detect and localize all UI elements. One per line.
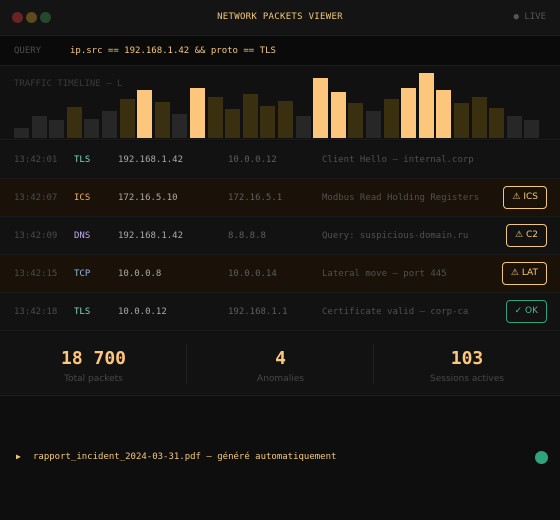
timeline-bar[interactable] — [366, 111, 381, 138]
packet-protocol: TLS — [74, 155, 91, 165]
stat-label: Sessions actives — [430, 374, 504, 384]
query-input[interactable] — [70, 42, 540, 60]
stat-label: Total packets — [64, 374, 123, 384]
alert-badge[interactable]: ⚠ C2 — [506, 224, 547, 247]
timeline-bar[interactable] — [119, 99, 135, 138]
timeline-bar[interactable] — [31, 116, 47, 138]
packet-destination: 10.0.0.14 — [228, 269, 277, 279]
timeline-bar[interactable] — [190, 88, 205, 138]
live-indicator: ● LIVE — [513, 12, 546, 22]
report-footer: ▶ rapport_incident_2024-03-31.pdf — géné… — [0, 440, 560, 474]
timeline-bar[interactable] — [348, 103, 364, 138]
timeline-bar[interactable] — [278, 101, 293, 138]
packet-time: 13:42:18 — [14, 307, 58, 317]
timeline-bar[interactable] — [383, 99, 399, 138]
query-bar: QUERY — [0, 36, 560, 66]
timeline-bar[interactable] — [260, 106, 276, 138]
packet-row[interactable]: 13:42:18 TLS 10.0.0.12 192.168.1.1 Certifica… — [0, 293, 560, 331]
timeline-bar[interactable] — [154, 102, 170, 138]
timeline-bar[interactable] — [401, 88, 417, 138]
timeline-bar[interactable] — [102, 111, 117, 138]
packet-row[interactable]: 13:42:15 TCP 10.0.0.8 10.0.0.14 Lateral move… — [0, 255, 560, 293]
packet-info: Client Hello — internal.corp — [322, 155, 474, 165]
timeline-bar[interactable] — [506, 116, 522, 138]
play-icon[interactable]: ▶ — [16, 452, 21, 461]
timeline-bar[interactable] — [295, 116, 311, 138]
packet-info: Lateral move — port 445 — [322, 269, 447, 279]
packet-info: Certificate valid — corp-ca — [322, 307, 469, 317]
timeline-bar[interactable] — [313, 78, 329, 138]
stat-value: 103 — [450, 348, 484, 369]
packet-row[interactable]: 13:42:07 ICS 172.16.5.10 172.16.5.1 Modbus R… — [0, 179, 560, 217]
timeline-bar[interactable] — [242, 94, 258, 138]
stat-divider — [186, 344, 187, 384]
timeline-bar[interactable] — [471, 97, 487, 138]
stat-total-packets: 18 700 Total packets — [0, 332, 187, 396]
status-indicator — [535, 451, 548, 464]
timeline-bar[interactable] — [436, 90, 452, 138]
packet-protocol: TCP — [74, 269, 91, 279]
packet-time: 13:42:15 — [14, 269, 58, 279]
report-file-link[interactable]: rapport_incident_2024-03-31.pdf — généré… — [33, 452, 337, 462]
traffic-timeline: TRAFFIC TIMELINE — L — [0, 66, 560, 140]
packet-destination: 8.8.8.8 — [228, 231, 266, 241]
timeline-bar[interactable] — [418, 73, 434, 138]
packet-source: 192.168.1.42 — [118, 155, 184, 165]
alert-badge[interactable]: ⚠ ICS — [503, 186, 547, 209]
timeline-bar[interactable] — [225, 109, 241, 138]
timeline-bar[interactable] — [489, 108, 505, 138]
packet-destination: 172.16.5.1 — [228, 193, 283, 203]
app-title: NETWORK PACKETS VIEWER — [217, 12, 343, 22]
packet-destination: 10.0.0.12 — [228, 155, 277, 165]
title-bar: NETWORK PACKETS VIEWER ● LIVE — [0, 0, 560, 36]
stats-panel: 18 700 Total packets 4 Anomalies 103 Ses… — [0, 332, 560, 396]
timeline-bar[interactable] — [49, 120, 65, 138]
ok-badge[interactable]: ✓ OK — [505, 300, 547, 323]
timeline-bar[interactable] — [524, 120, 540, 138]
packet-time: 13:42:01 — [14, 155, 58, 165]
packet-source: 10.0.0.12 — [118, 307, 167, 317]
stat-divider — [373, 344, 374, 384]
packet-protocol: ICS — [74, 193, 91, 203]
packet-source: 172.16.5.10 — [118, 193, 178, 203]
stat-sessions: 103 Sessions actives — [374, 332, 560, 396]
packet-time: 13:42:09 — [14, 231, 58, 241]
stat-value: 18 700 — [60, 348, 127, 369]
timeline-bar[interactable] — [172, 114, 188, 138]
packet-protocol: TLS — [74, 307, 91, 317]
packet-row[interactable]: 13:42:09 DNS 192.168.1.42 8.8.8.8 Query: sus… — [0, 217, 560, 255]
packet-info: Modbus Read Holding Registers — [322, 193, 480, 203]
timeline-bar[interactable] — [207, 97, 223, 138]
timeline-label: TRAFFIC TIMELINE — L — [14, 79, 123, 89]
stat-value: 4 — [275, 348, 286, 369]
timeline-bar[interactable] — [14, 128, 29, 138]
packet-time: 13:42:07 — [14, 193, 58, 203]
packet-row[interactable]: 13:42:01 TLS 192.168.1.42 10.0.0.12 Client H… — [0, 141, 560, 179]
close-window-button[interactable] — [12, 12, 23, 23]
query-label: QUERY — [14, 46, 42, 56]
timeline-bar[interactable] — [137, 90, 153, 138]
packet-info: Query: suspicious-domain.ru — [322, 231, 469, 241]
packet-destination: 192.168.1.1 — [228, 307, 288, 317]
timeline-bar[interactable] — [454, 103, 469, 138]
minimize-window-button[interactable] — [26, 12, 37, 23]
packet-source: 10.0.0.8 — [118, 269, 162, 279]
alert-badge[interactable]: ⚠ LAT — [501, 262, 547, 285]
maximize-window-button[interactable] — [40, 12, 51, 23]
packet-protocol: DNS — [74, 231, 91, 241]
timeline-bar[interactable] — [66, 107, 82, 138]
timeline-bar[interactable] — [330, 92, 346, 138]
timeline-bar[interactable] — [84, 119, 100, 138]
stat-label: Anomalies — [257, 374, 304, 384]
packet-source: 192.168.1.42 — [118, 231, 184, 241]
stat-anomalies: 4 Anomalies — [187, 332, 374, 396]
